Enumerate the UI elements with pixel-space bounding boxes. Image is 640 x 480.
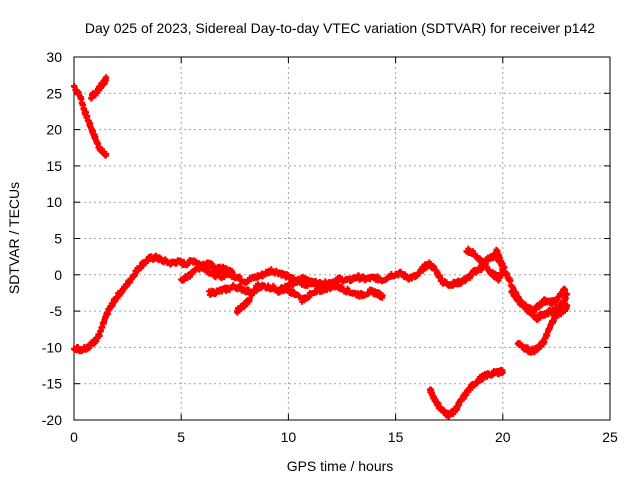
y-tick-label: 25 [46, 85, 62, 101]
series-track-i [298, 282, 386, 305]
x-tick-label: 10 [281, 429, 297, 445]
data-series [71, 74, 571, 420]
y-tick-label: -5 [50, 303, 63, 319]
series-track-e [206, 282, 262, 299]
data-points [298, 282, 386, 305]
x-tick-label: 5 [177, 429, 185, 445]
y-tick-label: 10 [46, 194, 62, 210]
series-track-b [88, 74, 110, 102]
series-track-h [274, 273, 324, 296]
x-tick-label: 25 [602, 429, 618, 445]
data-points [463, 245, 506, 284]
x-tick-label: 0 [70, 429, 78, 445]
data-points [274, 273, 324, 296]
data-points [514, 302, 571, 356]
grid-lines [74, 57, 610, 420]
y-tick-labels: -20 -15 -10 -5 0 5 10 15 20 25 30 [42, 49, 62, 428]
y-tick-label: 5 [54, 231, 62, 247]
series-track-j [463, 245, 506, 284]
x-tick-labels: 0 5 10 15 20 25 [70, 429, 618, 445]
series-track-m [426, 366, 506, 420]
y-axis-label: SDTVAR / TECUs [6, 182, 22, 294]
y-tick-label: 0 [54, 267, 62, 283]
series-track-a [71, 83, 110, 159]
series-track-c [71, 251, 568, 355]
y-tick-label: 20 [46, 122, 62, 138]
series-track-d [178, 259, 236, 284]
data-points [71, 83, 110, 159]
y-tick-label: -20 [42, 412, 62, 428]
series-track-l [514, 302, 571, 356]
data-points [88, 74, 110, 102]
chart-title: Day 025 of 2023, Sidereal Day-to-day VTE… [85, 20, 595, 36]
series-track-f [233, 295, 253, 316]
y-tick-label: -15 [42, 376, 62, 392]
data-points [206, 282, 262, 299]
data-points [71, 251, 568, 355]
data-points [508, 287, 571, 323]
series-track-k [508, 287, 571, 323]
data-points [178, 259, 236, 284]
y-tick-label: 15 [46, 158, 62, 174]
y-tick-label: -10 [42, 339, 62, 355]
x-tick-label: 15 [388, 429, 404, 445]
y-tick-label: 30 [46, 49, 62, 65]
x-tick-label: 20 [495, 429, 511, 445]
data-points [233, 295, 253, 316]
data-points [426, 366, 506, 420]
x-axis-label: GPS time / hours [287, 458, 394, 474]
